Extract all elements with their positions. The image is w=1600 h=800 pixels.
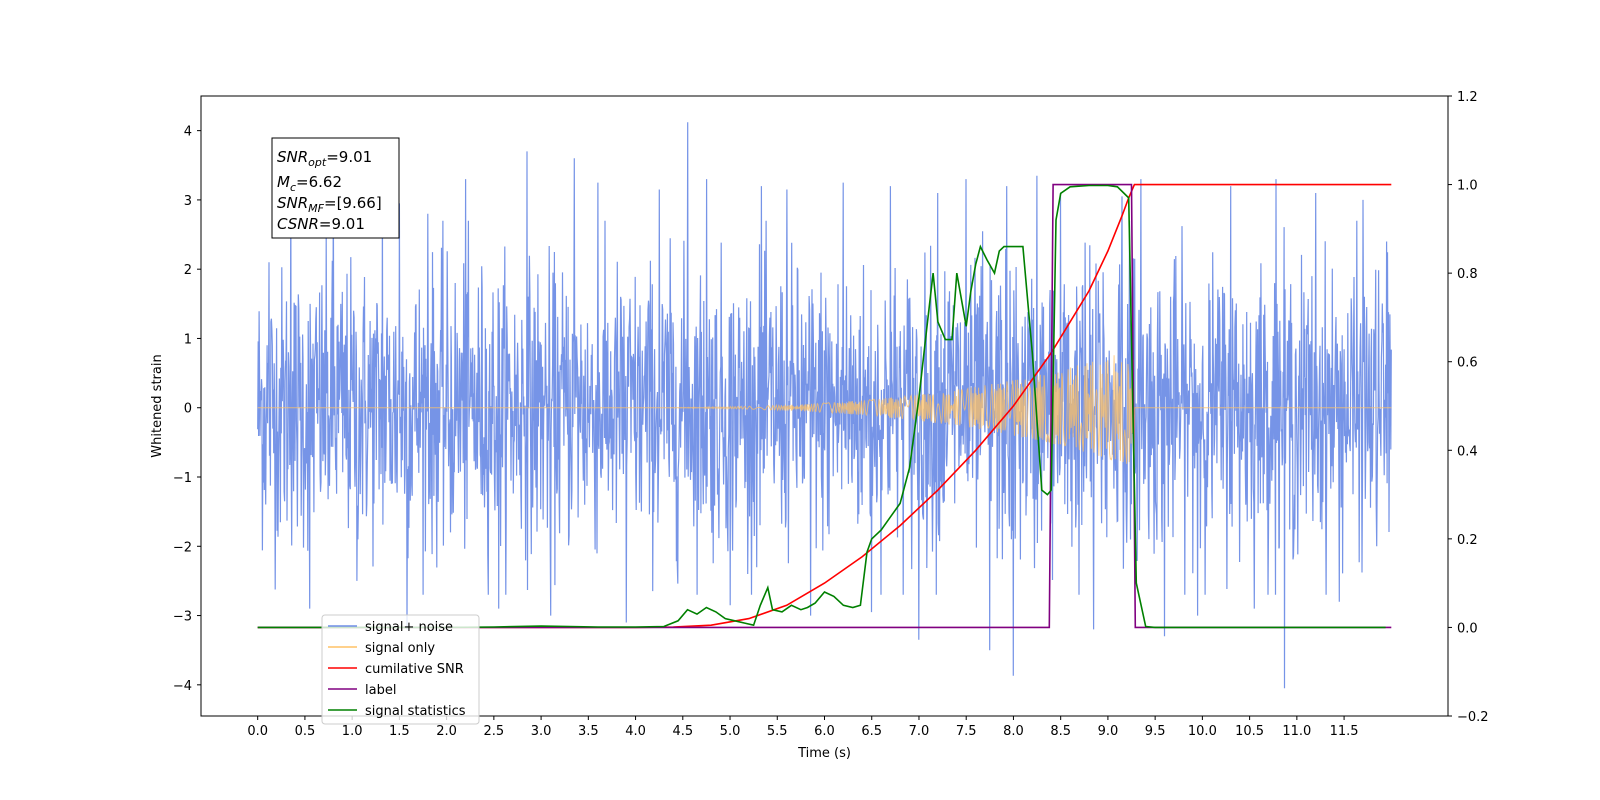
legend-frame [321, 614, 480, 725]
series-cumulative-snr [257, 183, 1392, 629]
x-tick-label: 7.0 [909, 724, 930, 739]
x-tick-label: 2.0 [436, 724, 457, 739]
plot-area [257, 122, 1392, 689]
x-tick-label: 5.0 [720, 724, 741, 739]
y-tick-label: −3 [173, 610, 192, 625]
x-tick-label: 3.0 [531, 724, 552, 739]
x-tick-label: 0.0 [247, 724, 268, 739]
y-tick-label: 0 [184, 402, 192, 417]
x-tick-label: 2.5 [484, 724, 505, 739]
y-tick-label: −2 [173, 540, 192, 555]
legend-label-signal-noise: signal+ noise [365, 620, 453, 635]
y-tick-label: −4 [173, 679, 192, 694]
annotation-snr-opt: SNRopt=9.01 [277, 148, 372, 169]
legend-label-cumulative-snr: cumilative SNR [365, 662, 464, 677]
legend-label-signal-statistics: signal statistics [365, 704, 466, 719]
y2-tick-label: 1.2 [1457, 90, 1478, 105]
x-tick-label: 8.5 [1050, 724, 1071, 739]
x-tick-label: 5.5 [767, 724, 788, 739]
annotation-box: SNRopt=9.01 Mc=6.62 SNRMF=[9.66] CSNR=9.… [271, 137, 400, 239]
y2-tick-label: 0.2 [1457, 533, 1478, 548]
x-tick-label: 4.5 [672, 724, 693, 739]
x-tick-label: 0.5 [295, 724, 316, 739]
x-tick-label: 6.0 [814, 724, 835, 739]
axes: 0.0 0.5 1.0 1.5 2.0 2.5 3.0 3.5 4.0 4.5 5.0 5.5 6.0 6… [150, 90, 1489, 761]
y-tick-label: 1 [184, 332, 192, 347]
x-tick-label: 1.5 [389, 724, 410, 739]
legend-label-signal-only: signal only [365, 641, 435, 656]
y2-tick-label: 1.0 [1457, 179, 1478, 194]
series-signal-only [257, 355, 1392, 464]
legend-label-label: label [365, 683, 396, 698]
annotation-snr-mf: SNRMF=[9.66] [277, 194, 382, 215]
legend-item-signal-only: signal only [328, 641, 435, 656]
legend: signal+ noise signal only cumilative SNR… [321, 614, 480, 725]
legend-item-signal-statistics: signal statistics [328, 704, 466, 719]
x-tick-label: 10.5 [1235, 724, 1264, 739]
x-tick-label: 3.5 [578, 724, 599, 739]
legend-item-cumulative-snr: cumilative SNR [328, 662, 464, 677]
x-tick-label: 11.0 [1282, 724, 1311, 739]
series-signal-statistics [257, 184, 1386, 629]
x-tick-label: 7.5 [956, 724, 977, 739]
x-axis-label: Time (s) [797, 746, 851, 761]
x-tick-label: 9.0 [1098, 724, 1119, 739]
x-tick-label: 9.5 [1145, 724, 1166, 739]
x-tick-label: 11.5 [1330, 724, 1359, 739]
annotation-csnr: CSNR=9.01 [277, 215, 365, 233]
y2-tick-label: −0.2 [1457, 710, 1489, 725]
x-tick-label: 6.5 [861, 724, 882, 739]
annotation-mc: Mc=6.62 [277, 173, 342, 194]
y-axis-label: Whitened strain [150, 354, 165, 457]
annotation-frame [271, 137, 400, 239]
y-tick-label: 2 [184, 263, 192, 278]
y2-tick-label: 0.8 [1457, 267, 1478, 282]
y2-tick-label: 0.0 [1457, 621, 1478, 636]
y-tick-label: 4 [184, 125, 192, 140]
y-tick-label: 3 [184, 194, 192, 209]
legend-item-label: label [328, 683, 396, 698]
x-tick-label: 4.0 [625, 724, 646, 739]
y2-tick-label: 0.4 [1457, 444, 1478, 459]
y-tick-label: −1 [173, 471, 192, 486]
y2-tick-label: 0.6 [1457, 356, 1478, 371]
x-tick-label: 1.0 [342, 724, 363, 739]
series-signal-noise [257, 122, 1392, 689]
x-tick-label: 8.0 [1003, 724, 1024, 739]
x-tick-label: 10.0 [1188, 724, 1217, 739]
legend-item-signal-noise: signal+ noise [328, 620, 453, 635]
